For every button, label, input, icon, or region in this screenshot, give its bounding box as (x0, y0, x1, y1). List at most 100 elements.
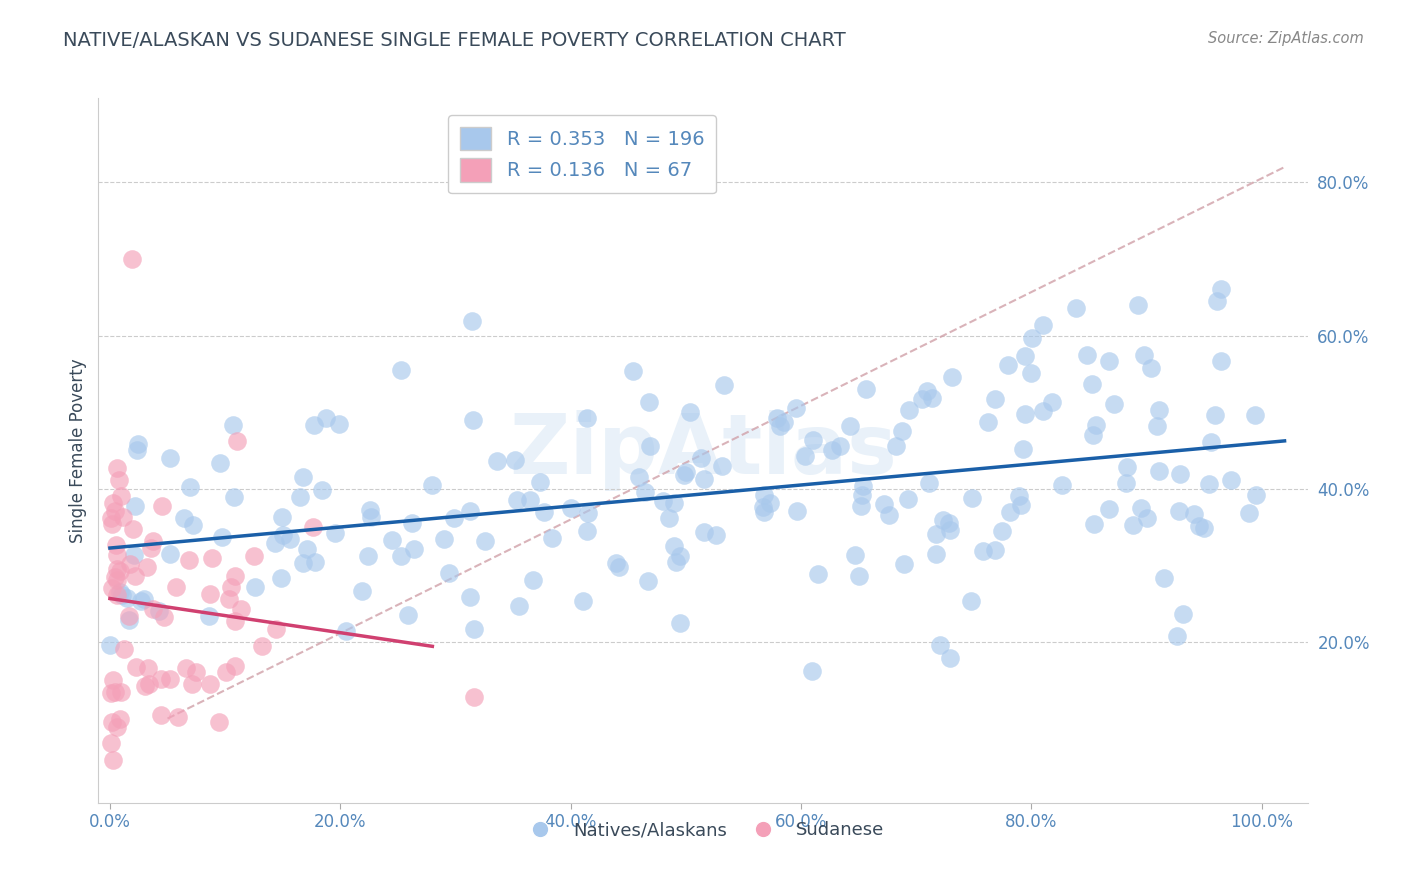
Point (572, 593, 595, 607)
Point (98, 638, 121, 652)
Point (110, 685, 132, 699)
Point (1128, 298, 1150, 312)
Point (662, 496, 685, 510)
Point (1146, 419, 1168, 434)
Point (224, 614, 246, 628)
Point (105, 562, 128, 576)
Point (120, 557, 142, 571)
Point (224, 569, 246, 583)
Point (533, 505, 555, 519)
Point (607, 560, 630, 574)
Point (104, 685, 127, 699)
Point (929, 638, 952, 652)
Point (976, 415, 998, 429)
Point (474, 534, 496, 549)
Point (111, 509, 134, 524)
Point (884, 439, 907, 453)
Point (821, 442, 844, 457)
Point (159, 672, 181, 686)
Point (879, 508, 901, 523)
Point (785, 401, 807, 415)
Point (463, 622, 485, 636)
Point (1244, 488, 1267, 502)
Point (458, 504, 481, 518)
Point (1170, 467, 1192, 481)
Point (401, 516, 423, 531)
Point (159, 547, 181, 561)
Point (605, 556, 627, 570)
Point (105, 548, 128, 562)
Point (105, 538, 128, 552)
Point (522, 573, 544, 587)
Point (271, 527, 294, 541)
Point (209, 457, 232, 471)
Point (658, 511, 681, 525)
Point (263, 536, 285, 550)
Point (184, 665, 207, 680)
Point (675, 466, 697, 480)
Point (1198, 477, 1220, 491)
Point (311, 483, 333, 497)
Point (991, 524, 1014, 539)
Point (1014, 349, 1036, 363)
Point (893, 558, 915, 572)
Point (679, 405, 702, 419)
Point (124, 659, 146, 673)
Point (264, 622, 287, 636)
Point (101, 496, 124, 510)
Point (122, 548, 145, 562)
Point (1187, 519, 1209, 533)
Point (627, 470, 650, 484)
Point (1116, 459, 1139, 474)
Point (124, 569, 146, 583)
Point (485, 453, 508, 467)
Point (1104, 397, 1126, 411)
Point (104, 504, 127, 518)
Point (101, 753, 124, 767)
Point (652, 494, 675, 508)
Point (1064, 301, 1087, 315)
Point (924, 547, 946, 561)
Point (972, 543, 994, 558)
Point (962, 491, 984, 506)
Point (897, 491, 920, 506)
Point (278, 533, 301, 547)
Point (1167, 504, 1189, 518)
Point (105, 460, 128, 475)
Point (111, 588, 134, 602)
Point (208, 714, 231, 729)
Point (786, 504, 808, 518)
Point (302, 520, 325, 534)
Point (108, 585, 131, 599)
Point (437, 566, 460, 580)
Point (710, 459, 733, 474)
Point (225, 434, 247, 448)
Point (159, 450, 181, 465)
Point (915, 384, 938, 399)
Point (1031, 318, 1053, 333)
Point (911, 392, 934, 407)
Point (769, 419, 792, 434)
Point (529, 475, 551, 490)
Point (713, 378, 735, 392)
Point (1012, 442, 1035, 456)
Point (250, 639, 273, 653)
Point (200, 677, 222, 691)
Point (576, 410, 599, 425)
Point (851, 479, 873, 493)
Point (1237, 506, 1260, 520)
Point (105, 588, 128, 602)
Point (124, 500, 146, 514)
Point (302, 417, 325, 432)
Point (1019, 367, 1042, 381)
Point (315, 410, 337, 425)
Point (221, 417, 243, 432)
Point (669, 615, 692, 630)
Point (704, 527, 727, 541)
Point (173, 511, 195, 525)
Point (389, 363, 412, 377)
Point (460, 314, 482, 328)
Point (1219, 473, 1241, 487)
Point (939, 650, 962, 665)
Point (918, 476, 941, 491)
